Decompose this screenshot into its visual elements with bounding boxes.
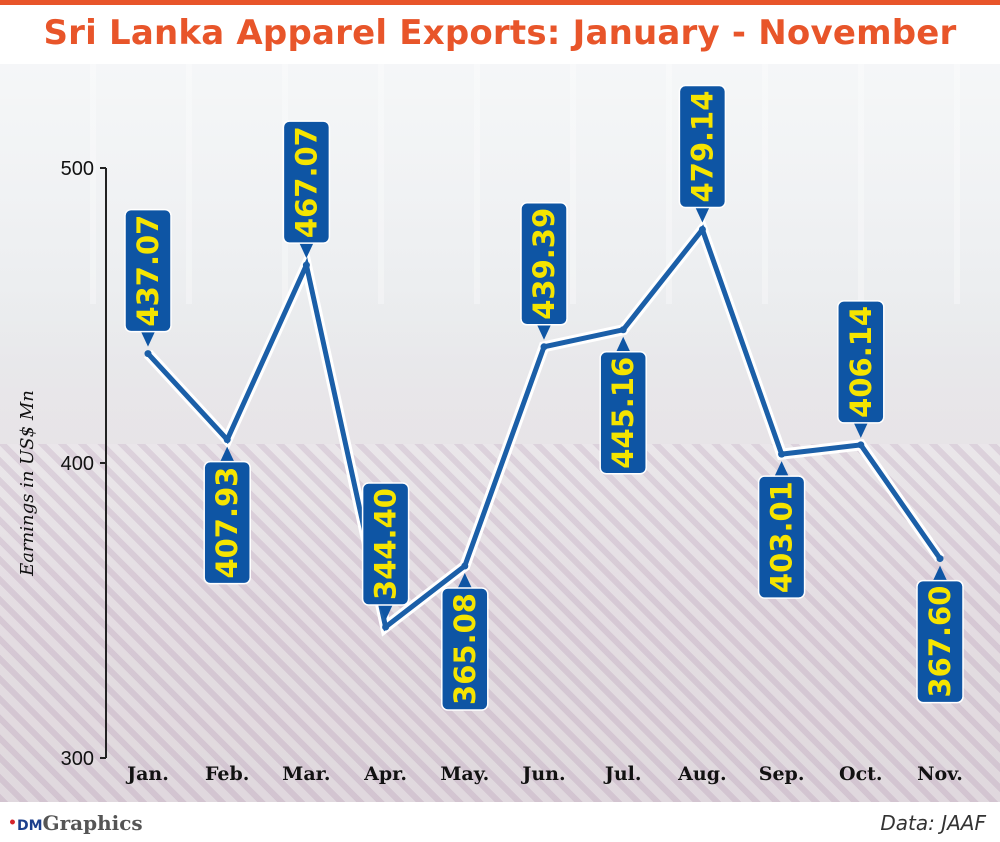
callout-pointer <box>695 207 710 223</box>
callout-box <box>837 300 885 424</box>
callout-box <box>678 84 727 209</box>
data-point <box>540 343 548 351</box>
callout-box <box>520 202 568 326</box>
data-label: 403.01 <box>765 481 799 593</box>
brand-graphics: Graphics <box>42 811 143 835</box>
y-tick-label: 400 <box>61 453 94 475</box>
callout-pointer <box>853 422 868 438</box>
callout-pointer <box>537 324 551 340</box>
data-point <box>382 623 390 631</box>
data-label: 344.40 <box>369 488 403 600</box>
data-label: 479.14 <box>685 91 719 203</box>
y-tick-label: 500 <box>61 158 94 180</box>
data-label: 445.16 <box>606 357 640 469</box>
x-tick-label: May. <box>440 763 489 785</box>
callout-box <box>599 351 647 475</box>
brand-dot: • <box>8 815 17 831</box>
callout-box <box>361 482 410 606</box>
brand-logo: •DMGraphics <box>8 808 143 838</box>
x-tick-label: Mar. <box>282 763 330 785</box>
callout-pointer <box>457 573 472 589</box>
data-label: 407.93 <box>210 467 244 579</box>
callout-box <box>757 475 806 599</box>
callout-box <box>124 208 172 333</box>
data-source: Data: JAAF <box>880 811 986 835</box>
data-point <box>857 441 865 449</box>
callout-pointer <box>933 565 947 581</box>
x-tick-label: Apr. <box>363 763 407 785</box>
top-accent-bar <box>0 0 1000 5</box>
data-label: 406.14 <box>844 306 878 418</box>
x-tick-label: Oct. <box>839 763 883 785</box>
data-label: 439.39 <box>527 208 561 320</box>
data-point <box>461 562 469 570</box>
callout-pointer <box>774 461 789 477</box>
data-point <box>302 261 310 269</box>
callout-pointer <box>378 605 393 621</box>
data-label: 365.08 <box>448 593 482 705</box>
data-point <box>223 436 231 444</box>
callout-pointer <box>220 446 235 462</box>
callout-box <box>916 579 964 704</box>
callout-box <box>441 587 489 711</box>
x-tick-label: Jul. <box>603 763 642 785</box>
data-point <box>144 350 152 358</box>
x-tick-label: Feb. <box>205 763 249 785</box>
data-label: 367.60 <box>923 586 957 698</box>
x-tick-label: Jun. <box>520 763 565 785</box>
data-label: 467.07 <box>289 126 323 238</box>
callout-box <box>203 460 251 585</box>
callout-pointer <box>299 243 314 259</box>
brand-dm: DM <box>16 818 43 834</box>
data-point <box>619 326 627 334</box>
data-point <box>778 450 786 458</box>
data-point <box>698 226 706 234</box>
fabric-floor <box>0 444 1000 802</box>
data-point <box>936 555 944 563</box>
callout-box <box>282 120 331 244</box>
y-tick-label: 300 <box>61 748 94 770</box>
x-tick-label: Jan. <box>125 763 169 785</box>
x-tick-label: Sep. <box>759 763 805 785</box>
data-label: 437.07 <box>131 215 165 327</box>
callout-pointer <box>141 331 155 347</box>
callout-pointer <box>616 336 631 352</box>
y-axis-label: Earnings in US$ Mn <box>17 390 38 577</box>
x-tick-label: Aug. <box>677 763 726 785</box>
x-tick-label: Nov. <box>917 763 963 785</box>
